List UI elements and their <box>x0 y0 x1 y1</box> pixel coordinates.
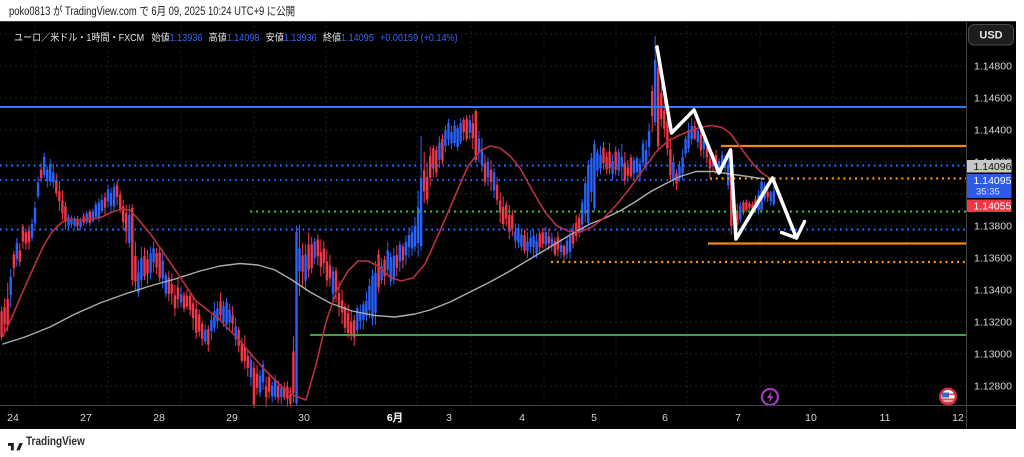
svg-text:3: 3 <box>446 412 452 424</box>
svg-text:7: 7 <box>735 412 741 424</box>
svg-text:USD: USD <box>979 30 1002 42</box>
svg-text:30: 30 <box>298 412 310 424</box>
svg-text:5: 5 <box>591 412 597 424</box>
svg-text:6: 6 <box>662 412 668 424</box>
svg-text:1.13200: 1.13200 <box>974 317 1012 329</box>
svg-text:29: 29 <box>226 412 238 424</box>
svg-text:35:35: 35:35 <box>976 187 1000 198</box>
svg-text:10: 10 <box>805 412 817 424</box>
svg-text:1.13400: 1.13400 <box>974 285 1012 297</box>
svg-text:1.14800: 1.14800 <box>974 61 1012 73</box>
svg-text:24: 24 <box>7 412 19 424</box>
svg-text:1.13000: 1.13000 <box>974 349 1012 361</box>
svg-text:1.14096: 1.14096 <box>974 161 1012 173</box>
svg-text:1.13800: 1.13800 <box>974 221 1012 233</box>
svg-text:12: 12 <box>952 412 964 424</box>
svg-text:1.12800: 1.12800 <box>974 381 1012 393</box>
svg-text:1.14400: 1.14400 <box>974 125 1012 137</box>
svg-text:6月: 6月 <box>387 412 403 424</box>
svg-text:1.14095: 1.14095 <box>974 175 1012 187</box>
svg-text:1.14055: 1.14055 <box>974 201 1012 213</box>
svg-text:27: 27 <box>80 412 92 424</box>
svg-text:1.13600: 1.13600 <box>974 253 1012 265</box>
svg-text:11: 11 <box>880 412 891 424</box>
svg-text:4: 4 <box>519 412 525 424</box>
svg-text:1.14600: 1.14600 <box>974 93 1012 105</box>
svg-text:28: 28 <box>153 412 165 424</box>
